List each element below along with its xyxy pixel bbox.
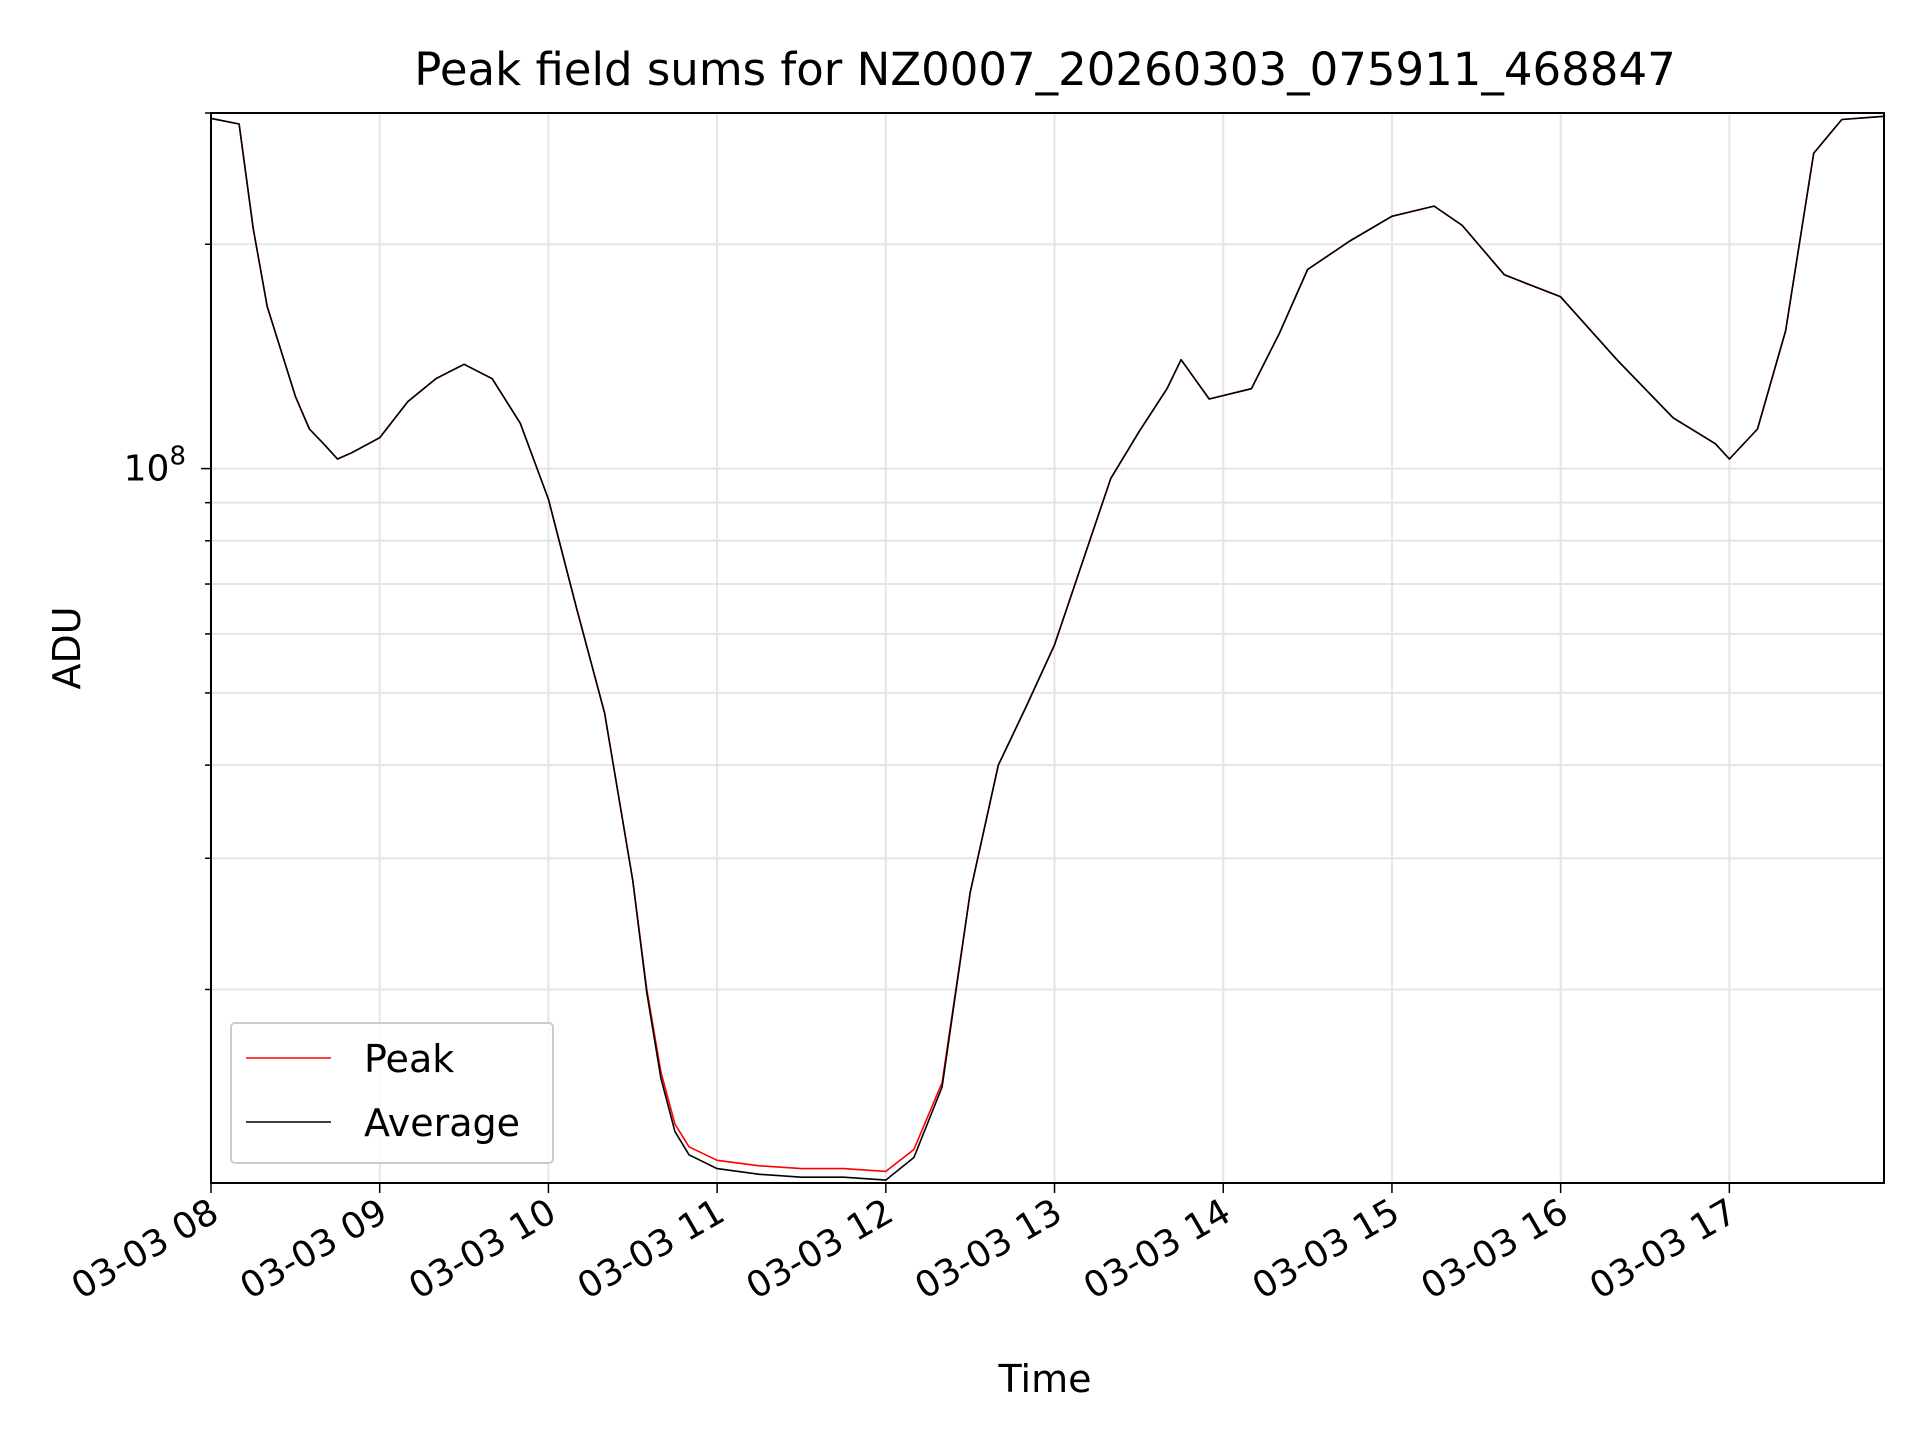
series-layer bbox=[211, 115, 1884, 1181]
series-line-average bbox=[211, 115, 1884, 1181]
legend: Peak Average bbox=[230, 1022, 554, 1164]
chart-title: Peak field sums for NZ0007_20260303_0759… bbox=[414, 43, 1675, 96]
x-axis-label: Time bbox=[998, 1357, 1092, 1401]
plot-frame bbox=[210, 112, 1885, 1184]
legend-label-average: Average bbox=[364, 1101, 520, 1145]
legend-label-peak: Peak bbox=[364, 1037, 454, 1081]
y-axis-label: ADU bbox=[45, 606, 89, 689]
